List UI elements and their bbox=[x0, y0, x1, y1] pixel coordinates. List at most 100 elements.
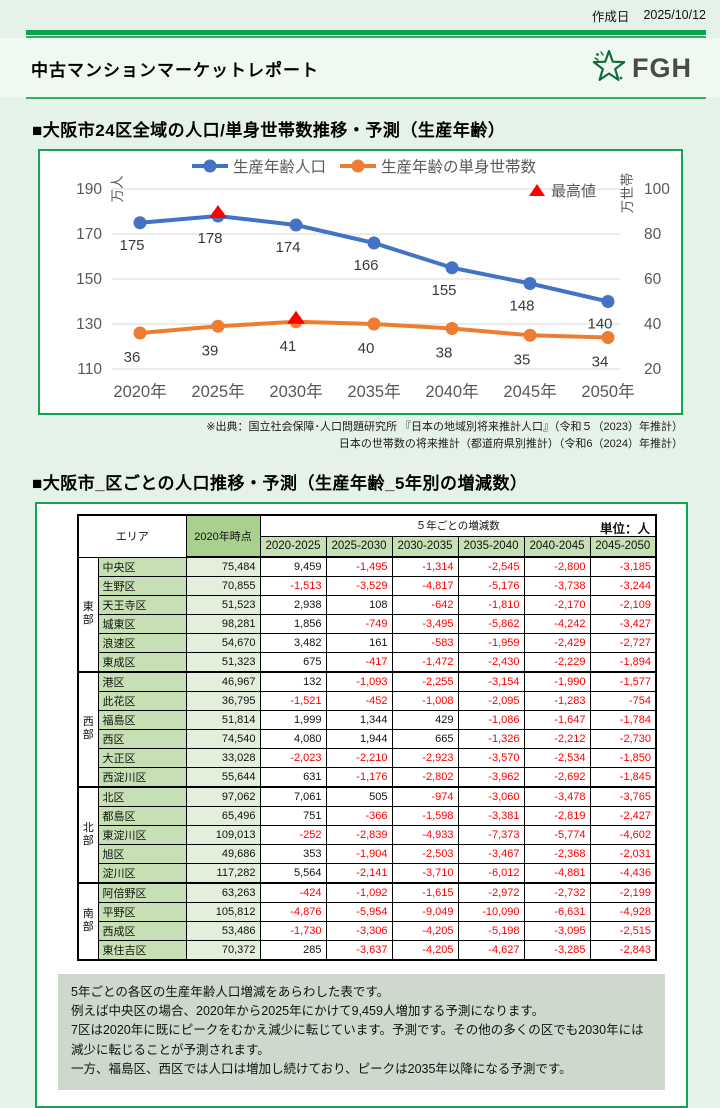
base-population: 54,670 bbox=[185, 632, 261, 653]
base-population: 51,323 bbox=[185, 651, 261, 672]
x-axis-label: 2040年 bbox=[425, 382, 478, 401]
change-value: -1,959 bbox=[457, 632, 525, 653]
data-point bbox=[445, 261, 459, 275]
table-row: 西成区 53,486 -1,730 -3,306 -4,205 -5,198 -3,095-… bbox=[78, 920, 657, 941]
change-value: -1,845 bbox=[589, 766, 657, 787]
ward-name: 浪速区 bbox=[97, 632, 187, 653]
change-span-header: ５年ごとの増減数 単位：人 bbox=[259, 514, 657, 537]
change-value: -1,008 bbox=[391, 690, 459, 711]
ward-name: 東成区 bbox=[97, 651, 187, 672]
change-value: -4,436 bbox=[589, 862, 657, 883]
change-value: -4,881 bbox=[523, 862, 591, 883]
data-point bbox=[523, 328, 537, 342]
note-line: 例えば中央区の場合、2020年から2025年にかけて9,459人増加する予測にな… bbox=[71, 1003, 545, 1018]
change-value: -3,467 bbox=[457, 843, 525, 864]
change-value: -4,205 bbox=[391, 939, 459, 960]
base-population: 98,281 bbox=[185, 613, 261, 634]
table-row: 淀川区 117,282 5,564 -2,141 -3,710 -6,012 -4,881-… bbox=[78, 862, 657, 883]
ward-name: 西区 bbox=[97, 728, 187, 749]
change-value: -2,545 bbox=[457, 556, 525, 577]
title-band: 中古マンションマーケットレポート FGH bbox=[0, 38, 720, 97]
table-row: 東淀川区 109,013 -252 -2,839 -4,933 -7,373 -5,774-… bbox=[78, 824, 657, 845]
data-point bbox=[445, 322, 459, 335]
ward-name: 平野区 bbox=[97, 901, 187, 922]
base-population: 51,814 bbox=[185, 709, 261, 730]
period-header: 2045-2050 bbox=[589, 535, 657, 558]
change-value: -1,784 bbox=[589, 709, 657, 730]
topbar: 作成日 2025/10/12 bbox=[0, 0, 720, 30]
change-value: -2,819 bbox=[523, 805, 591, 826]
population-chart-panel: 190 100 170 80 150 60 130 40 110 20 万人 万世帯 2020年 2025… bbox=[38, 149, 683, 415]
change-value: -5,176 bbox=[457, 575, 525, 596]
data-label: 41 bbox=[280, 338, 297, 355]
peak-marker bbox=[287, 310, 305, 324]
change-value: -2,839 bbox=[325, 824, 393, 845]
green-rule-thin bbox=[26, 36, 706, 38]
area-group-label: 西部 bbox=[77, 670, 99, 787]
ward-name: 東住吉区 bbox=[97, 939, 187, 960]
note-line: 一方、福島区、西区では人口は増加し続けており、ピークは2035年以降になる予測で… bbox=[71, 1062, 572, 1076]
change-value: -1,314 bbox=[391, 556, 459, 577]
right-axis-tick: 60 bbox=[644, 271, 662, 288]
change-value: -1,495 bbox=[325, 556, 393, 577]
change-value: -1,990 bbox=[523, 670, 591, 692]
change-value: -974 bbox=[391, 785, 459, 807]
change-value: -1,904 bbox=[325, 843, 393, 864]
ward-name: 福島区 bbox=[97, 709, 187, 730]
x-axis-label: 2035年 bbox=[347, 382, 400, 401]
peak-marker bbox=[209, 205, 227, 218]
ward-name: 此花区 bbox=[97, 690, 187, 711]
right-axis-tick: 20 bbox=[644, 361, 662, 378]
area-group-label: 東部 bbox=[77, 556, 99, 672]
x-axis-label: 2045年 bbox=[503, 382, 556, 401]
report-title: 中古マンションマーケットレポート bbox=[31, 61, 319, 80]
change-value: -1,615 bbox=[391, 881, 459, 903]
ward-name: 淀川区 bbox=[97, 862, 187, 883]
base-population: 70,855 bbox=[185, 575, 261, 596]
green-rule-thick bbox=[26, 30, 706, 35]
population-chart: 190 100 170 80 150 60 130 40 110 20 万人 万世帯 2020年 2025… bbox=[76, 158, 670, 401]
change-value: -2,503 bbox=[391, 843, 459, 864]
header-bottom-rule bbox=[26, 97, 706, 99]
change-value: -3,154 bbox=[457, 670, 525, 692]
data-point bbox=[289, 218, 303, 232]
x-axis-label: 2020年 bbox=[113, 382, 166, 401]
change-value: -4,242 bbox=[523, 613, 591, 634]
right-axis-unit: 万世帯 bbox=[620, 173, 635, 214]
base-population: 51,523 bbox=[185, 594, 261, 615]
base-population: 105,812 bbox=[185, 901, 261, 922]
change-value: -3,060 bbox=[457, 785, 525, 807]
data-label: 174 bbox=[275, 239, 300, 256]
change-value: -6,012 bbox=[457, 862, 525, 883]
change-value: 132 bbox=[259, 670, 327, 692]
change-value: -1,093 bbox=[325, 670, 393, 692]
change-value: 353 bbox=[259, 843, 327, 864]
section1-heading: ■大阪市24区全域の人口/単身世帯数推移・予測（生産年齢） bbox=[32, 121, 506, 140]
change-span-label: ５年ごとの増減数 bbox=[415, 520, 500, 533]
ward-name: 北区 bbox=[97, 785, 187, 807]
table-row: 平野区 105,812 -4,876 -5,954 -9,049 -10,090 -6,63… bbox=[78, 901, 657, 922]
change-value: 5,564 bbox=[259, 862, 327, 883]
change-value: -3,427 bbox=[589, 613, 657, 634]
table-row: 西淀川区 55,644 631 -1,176 -2,802 -3,962 -2,692 -1,… bbox=[78, 766, 657, 787]
table-row: 西区 74,540 4,080 1,944 665 -1,326 -2,212 -2,730 bbox=[78, 728, 657, 749]
change-value: 108 bbox=[325, 594, 393, 615]
change-value: -2,730 bbox=[589, 728, 657, 749]
change-value: -1,850 bbox=[589, 747, 657, 768]
change-value: -3,478 bbox=[523, 785, 591, 807]
data-point bbox=[133, 326, 147, 340]
table-row: 西部港区 46,967 132 -1,093 -2,255 -3,154 -1,990 -1,… bbox=[77, 670, 657, 787]
change-value: 7,061 bbox=[259, 785, 327, 807]
change-value: -1,176 bbox=[325, 766, 393, 787]
header-top-rules bbox=[26, 30, 706, 38]
change-value: -3,765 bbox=[589, 785, 657, 807]
table-row: 東部中央区 75,484 9,459 -1,495 -1,314 -2,545 -2,800… bbox=[77, 556, 657, 672]
base-population: 33,028 bbox=[185, 747, 261, 768]
change-value: -2,229 bbox=[523, 651, 591, 672]
change-value: -4,817 bbox=[391, 575, 459, 596]
x-axis-label: 2025年 bbox=[191, 382, 244, 401]
created-date-label: 作成日 bbox=[591, 9, 630, 24]
left-axis-unit: 万人 bbox=[110, 175, 125, 202]
ward-name: 都島区 bbox=[97, 805, 187, 826]
change-value: -2,170 bbox=[523, 594, 591, 615]
